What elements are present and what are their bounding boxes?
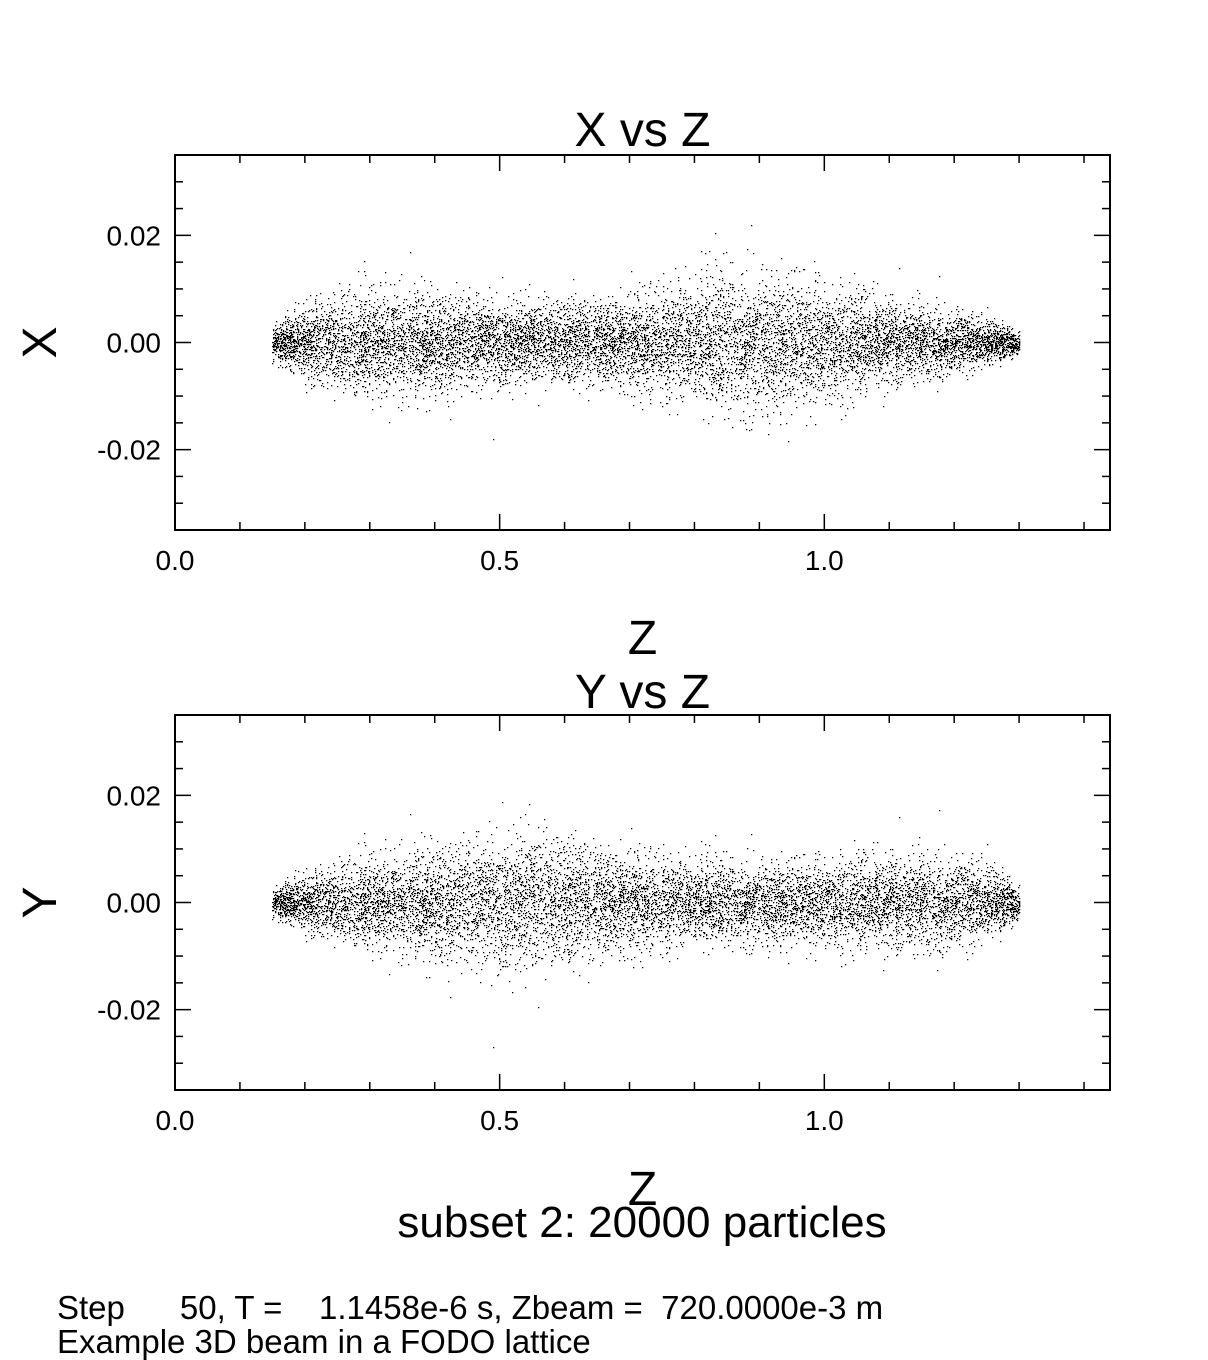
subset-label: subset 2: 20000 particles bbox=[397, 1198, 886, 1247]
chart-panel-2: 0.0 0.5 1.0 0.02 0.00 -0.02 Y vs Z Z Y bbox=[14, 666, 1111, 1216]
x-tick-label: 0.5 bbox=[480, 1105, 519, 1136]
x-axis-label: Z bbox=[628, 612, 657, 665]
y-tick-label: 0.02 bbox=[107, 780, 162, 811]
chart-title: X vs Z bbox=[574, 104, 710, 157]
status-line: Step 50, T = 1.1458e-6 s, Zbeam = 720.00… bbox=[57, 1289, 884, 1326]
y-tick-label: 0.02 bbox=[107, 220, 162, 251]
x-tick-label: 0.0 bbox=[156, 1105, 195, 1136]
particle-points bbox=[272, 802, 1021, 1049]
x-tick-label: 0.0 bbox=[156, 545, 195, 576]
chart-title: Y vs Z bbox=[575, 666, 710, 719]
description-line: Example 3D beam in a FODO lattice bbox=[57, 1323, 591, 1360]
y-tick-label: -0.02 bbox=[97, 995, 161, 1026]
x-tick-label: 1.0 bbox=[805, 1105, 844, 1136]
x-tick-label: 1.0 bbox=[805, 545, 844, 576]
y-axis-label: X bbox=[14, 326, 67, 358]
y-tick-label: -0.02 bbox=[97, 435, 161, 466]
x-axis-label: Z bbox=[628, 1163, 657, 1216]
y-tick-label: 0.00 bbox=[107, 328, 162, 359]
x-tick-label: 0.5 bbox=[480, 545, 519, 576]
y-axis-label: Y bbox=[14, 886, 67, 918]
y-tick-label: 0.00 bbox=[107, 888, 162, 919]
chart-panel-1: 0.0 0.5 1.0 0.02 0.00 -0.02 X vs Z Z X bbox=[14, 104, 1111, 665]
